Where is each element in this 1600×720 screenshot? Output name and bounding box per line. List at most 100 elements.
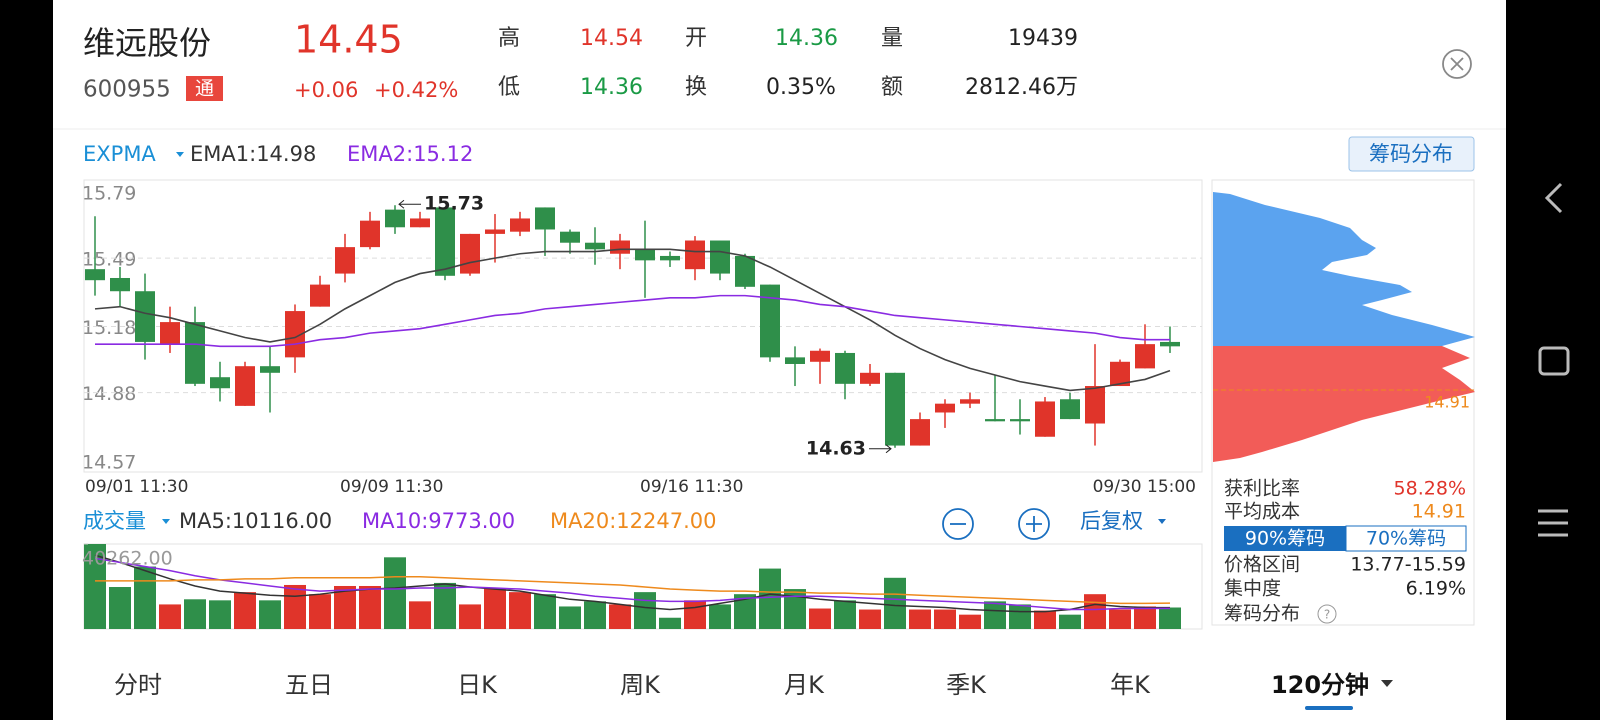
volume-bar (859, 609, 881, 629)
y-tick-label: 14.57 (82, 452, 136, 474)
candle-body (610, 240, 630, 254)
volume-bar (659, 617, 681, 629)
volume-bar (734, 594, 756, 629)
volume-bar (1009, 604, 1031, 629)
volume-bar (359, 585, 381, 629)
menu-button[interactable] (1538, 509, 1568, 537)
candle-body (1035, 401, 1055, 437)
chip-button[interactable]: 筹码分布 (1369, 142, 1453, 166)
tab[interactable]: 分时 (114, 671, 162, 699)
annotation-arrow (869, 444, 892, 454)
zoom-out[interactable] (942, 508, 974, 540)
avg-cost-tag: 14.91 (1424, 393, 1470, 412)
help-icon[interactable]: ? (1317, 604, 1337, 624)
candle-body (285, 311, 305, 358)
volume-bar (1034, 610, 1056, 629)
volume-bar (1159, 607, 1181, 629)
volume-bar (934, 609, 956, 629)
close-button[interactable] (1442, 49, 1472, 79)
candle-body (985, 419, 1005, 422)
candle-body (460, 233, 480, 274)
high-label: 15.73 (424, 193, 484, 215)
candle-body (1060, 399, 1080, 420)
candle-body (360, 220, 380, 248)
tab[interactable]: 五日 (285, 671, 333, 699)
dropdown-icon (1158, 519, 1166, 524)
back-button[interactable] (1544, 182, 1563, 214)
volume-bar (484, 588, 506, 629)
volume-name[interactable]: 成交量 (83, 509, 146, 533)
candle-body (335, 247, 355, 274)
candle-body (1110, 361, 1130, 387)
volume-bar (434, 582, 456, 629)
stat-label: 集中度 (1224, 578, 1281, 600)
adjust-select[interactable]: 后复权 (1080, 509, 1143, 533)
x-tick-label: 09/01 11:30 (85, 477, 188, 497)
candle-body (885, 372, 905, 446)
stat-value: 58.28% (1394, 478, 1466, 500)
volume-bar (584, 601, 606, 629)
volume-bar (409, 601, 431, 629)
volume-bar (259, 600, 281, 629)
volume-bar (159, 604, 181, 629)
tab-underline (1305, 706, 1353, 710)
stat-label: 换 (685, 75, 707, 100)
stat-label: 额 (881, 75, 903, 100)
volume-bar (834, 600, 856, 629)
candle-body (535, 207, 555, 230)
tab[interactable]: 月K (784, 671, 825, 699)
price: 14.45 (294, 18, 403, 62)
y-tick-label: 15.79 (82, 183, 136, 205)
volume-bar (334, 585, 356, 629)
candle-body (785, 357, 805, 364)
candle-body (810, 350, 830, 362)
volume-bar (1059, 614, 1081, 629)
candle-body (760, 284, 780, 358)
stat-value: 14.91 (1412, 501, 1466, 523)
tab[interactable]: 日K (457, 671, 498, 699)
volume-bar (984, 601, 1006, 629)
stat-label: 量 (881, 26, 903, 51)
tab[interactable]: 周K (620, 671, 661, 699)
candle-body (935, 403, 955, 413)
chip-tab[interactable]: 70%筹码 (1366, 528, 1446, 550)
candle-body (910, 419, 930, 446)
ma-line (94, 557, 1171, 611)
dropdown-icon (176, 152, 184, 157)
stat-label: 开 (685, 26, 707, 51)
dropdown-icon (162, 519, 170, 524)
volume-bar (209, 600, 231, 629)
volume-bar (134, 566, 156, 629)
tab[interactable]: 年K (1110, 671, 1151, 699)
chip-tab[interactable]: 90%筹码 (1245, 528, 1325, 550)
y-tick-label: 14.88 (82, 383, 136, 405)
stat-label: 平均成本 (1224, 501, 1300, 523)
ema2-label: EMA2:15.12 (347, 142, 473, 166)
zoom-in[interactable] (1018, 508, 1050, 540)
volume-bar (384, 557, 406, 629)
tab[interactable]: 120分钟 (1271, 671, 1369, 699)
volume-bar (1134, 606, 1156, 629)
home-button[interactable] (1538, 346, 1570, 376)
volume-bar (459, 604, 481, 629)
indicator-name[interactable]: EXPMA (83, 142, 156, 166)
candle-body (485, 229, 505, 234)
chip-button-bg[interactable] (1348, 136, 1475, 172)
chip-tab-bg[interactable] (1345, 525, 1467, 552)
tab[interactable]: 季K (946, 671, 987, 699)
ma-line (95, 576, 1171, 605)
tab-bar: 分时 五日 日K 周K 月K 季K 年K 120分钟 (114, 671, 1369, 699)
volume-bar (709, 604, 731, 629)
low-label: 14.63 (806, 437, 866, 459)
candle-body (710, 240, 730, 274)
chip-tab-bg[interactable] (1224, 526, 1346, 551)
volume-bar (909, 609, 931, 629)
candle-body (310, 284, 330, 307)
stat-value: 14.36 (775, 26, 838, 51)
stat-value: 0.35% (766, 75, 836, 100)
stat-label: 低 (498, 75, 520, 100)
candle-body (85, 269, 105, 281)
ma5-label: MA5:10116.00 (179, 509, 332, 533)
